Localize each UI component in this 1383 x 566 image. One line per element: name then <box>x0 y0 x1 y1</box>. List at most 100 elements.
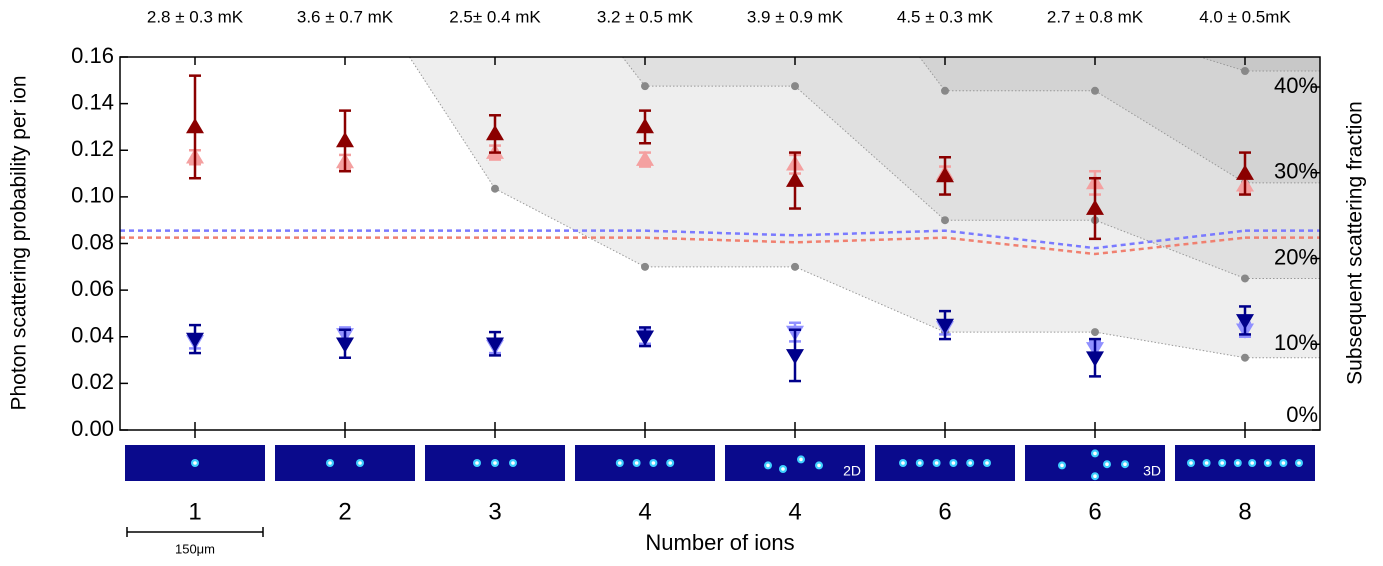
ion-image <box>575 445 715 481</box>
y2-tick-label: 30% <box>1274 159 1318 184</box>
x-tick-label: 6 <box>938 498 951 525</box>
dashed-line <box>195 229 1246 250</box>
temperature-label: 4.0 ± 0.5mK <box>1199 7 1291 26</box>
ion <box>651 461 656 465</box>
marker <box>336 131 354 148</box>
y-tick-label: 0.14 <box>71 89 114 114</box>
ion <box>951 461 956 465</box>
region-dot <box>941 216 949 225</box>
ion <box>668 461 672 465</box>
x-tick-label: 1 <box>188 498 201 525</box>
temperature-label: 4.5 ± 0.3 mK <box>897 7 994 26</box>
x-tick-label: 4 <box>788 498 801 525</box>
marker <box>636 330 654 346</box>
ion <box>766 463 770 468</box>
ion <box>781 467 785 471</box>
y2-tick-label: 20% <box>1274 244 1318 269</box>
ion <box>1250 461 1254 465</box>
region-dot <box>791 262 799 271</box>
marker <box>1236 164 1254 180</box>
x-tick-label: 2 <box>338 498 351 525</box>
ion <box>493 461 497 465</box>
ion <box>968 461 972 465</box>
marker <box>486 124 504 141</box>
marker <box>186 332 204 349</box>
ion <box>985 461 989 465</box>
ion <box>511 461 515 465</box>
region-dot <box>641 82 649 91</box>
y-tick-label: 0.06 <box>71 276 114 301</box>
x-tick-label: 8 <box>1238 498 1251 525</box>
ion <box>1060 463 1064 468</box>
y2-tick-label: 10% <box>1274 330 1318 355</box>
region-edge <box>919 56 946 92</box>
y-tick-label: 0.10 <box>71 183 114 208</box>
ion <box>1297 461 1301 465</box>
marker <box>636 150 654 166</box>
temperature-label: 3.2 ± 0.5 mK <box>597 7 694 26</box>
ion <box>1093 451 1097 456</box>
ion-image <box>725 445 865 481</box>
ion <box>1266 461 1270 465</box>
ion <box>618 461 622 465</box>
region-dot <box>1091 328 1099 337</box>
ion <box>1236 461 1240 465</box>
ion <box>193 461 197 465</box>
region-edge <box>409 56 496 189</box>
y-tick-label: 0.02 <box>71 369 114 394</box>
y2-tick-label: 0% <box>1286 402 1318 427</box>
ion <box>1093 474 1097 479</box>
ion <box>1281 461 1286 465</box>
temperature-label: 2.8 ± 0.3 mK <box>147 7 244 26</box>
temperature-label: 3.6 ± 0.7 mK <box>297 7 394 26</box>
region-dot <box>1241 274 1249 283</box>
x-tick-label: 3 <box>488 498 501 525</box>
region-edge <box>1199 56 1246 72</box>
image-label: 2D <box>843 463 861 479</box>
image-label: 3D <box>1143 463 1161 479</box>
temperature-label: 3.9 ± 0.9 mK <box>747 7 844 26</box>
ion-image <box>875 445 1015 481</box>
ion-image <box>1175 445 1315 481</box>
region-dot <box>641 262 649 271</box>
ion-image <box>275 445 415 481</box>
ion <box>918 461 922 465</box>
region-dot <box>491 184 499 193</box>
ion <box>1105 462 1109 467</box>
y-tick-label: 0.08 <box>71 229 114 254</box>
marker <box>936 166 954 183</box>
y-axis-label: Photon scattering probability per ion <box>8 75 31 410</box>
marker <box>636 117 654 134</box>
ion <box>817 463 821 468</box>
ion <box>1189 461 1193 465</box>
marker <box>486 337 504 353</box>
dashed-line <box>195 236 1246 256</box>
ion <box>1123 462 1127 467</box>
ion <box>1220 461 1224 465</box>
shaded-region <box>1200 57 1320 71</box>
ion <box>328 461 332 465</box>
ion <box>799 457 803 462</box>
x-tick-label: 4 <box>638 498 651 525</box>
marker <box>336 337 354 353</box>
ion <box>1204 461 1209 465</box>
ion <box>634 461 639 465</box>
ion <box>475 461 479 465</box>
marker <box>1086 351 1104 367</box>
region-dot <box>1241 66 1249 75</box>
marker <box>186 117 204 134</box>
shaded-region <box>919 57 1320 183</box>
y-tick-label: 0.12 <box>71 136 114 161</box>
scale-bar-label: 150μm <box>175 541 215 556</box>
x-axis-label: Number of ions <box>645 530 794 555</box>
marker <box>786 349 804 365</box>
region-dot <box>1241 353 1249 362</box>
region-dot <box>941 86 949 95</box>
ion <box>358 461 362 465</box>
ion <box>901 461 905 465</box>
region-boundary <box>494 188 1246 359</box>
marker <box>1086 199 1104 215</box>
marker <box>786 171 804 187</box>
region-boundary <box>945 90 1246 184</box>
